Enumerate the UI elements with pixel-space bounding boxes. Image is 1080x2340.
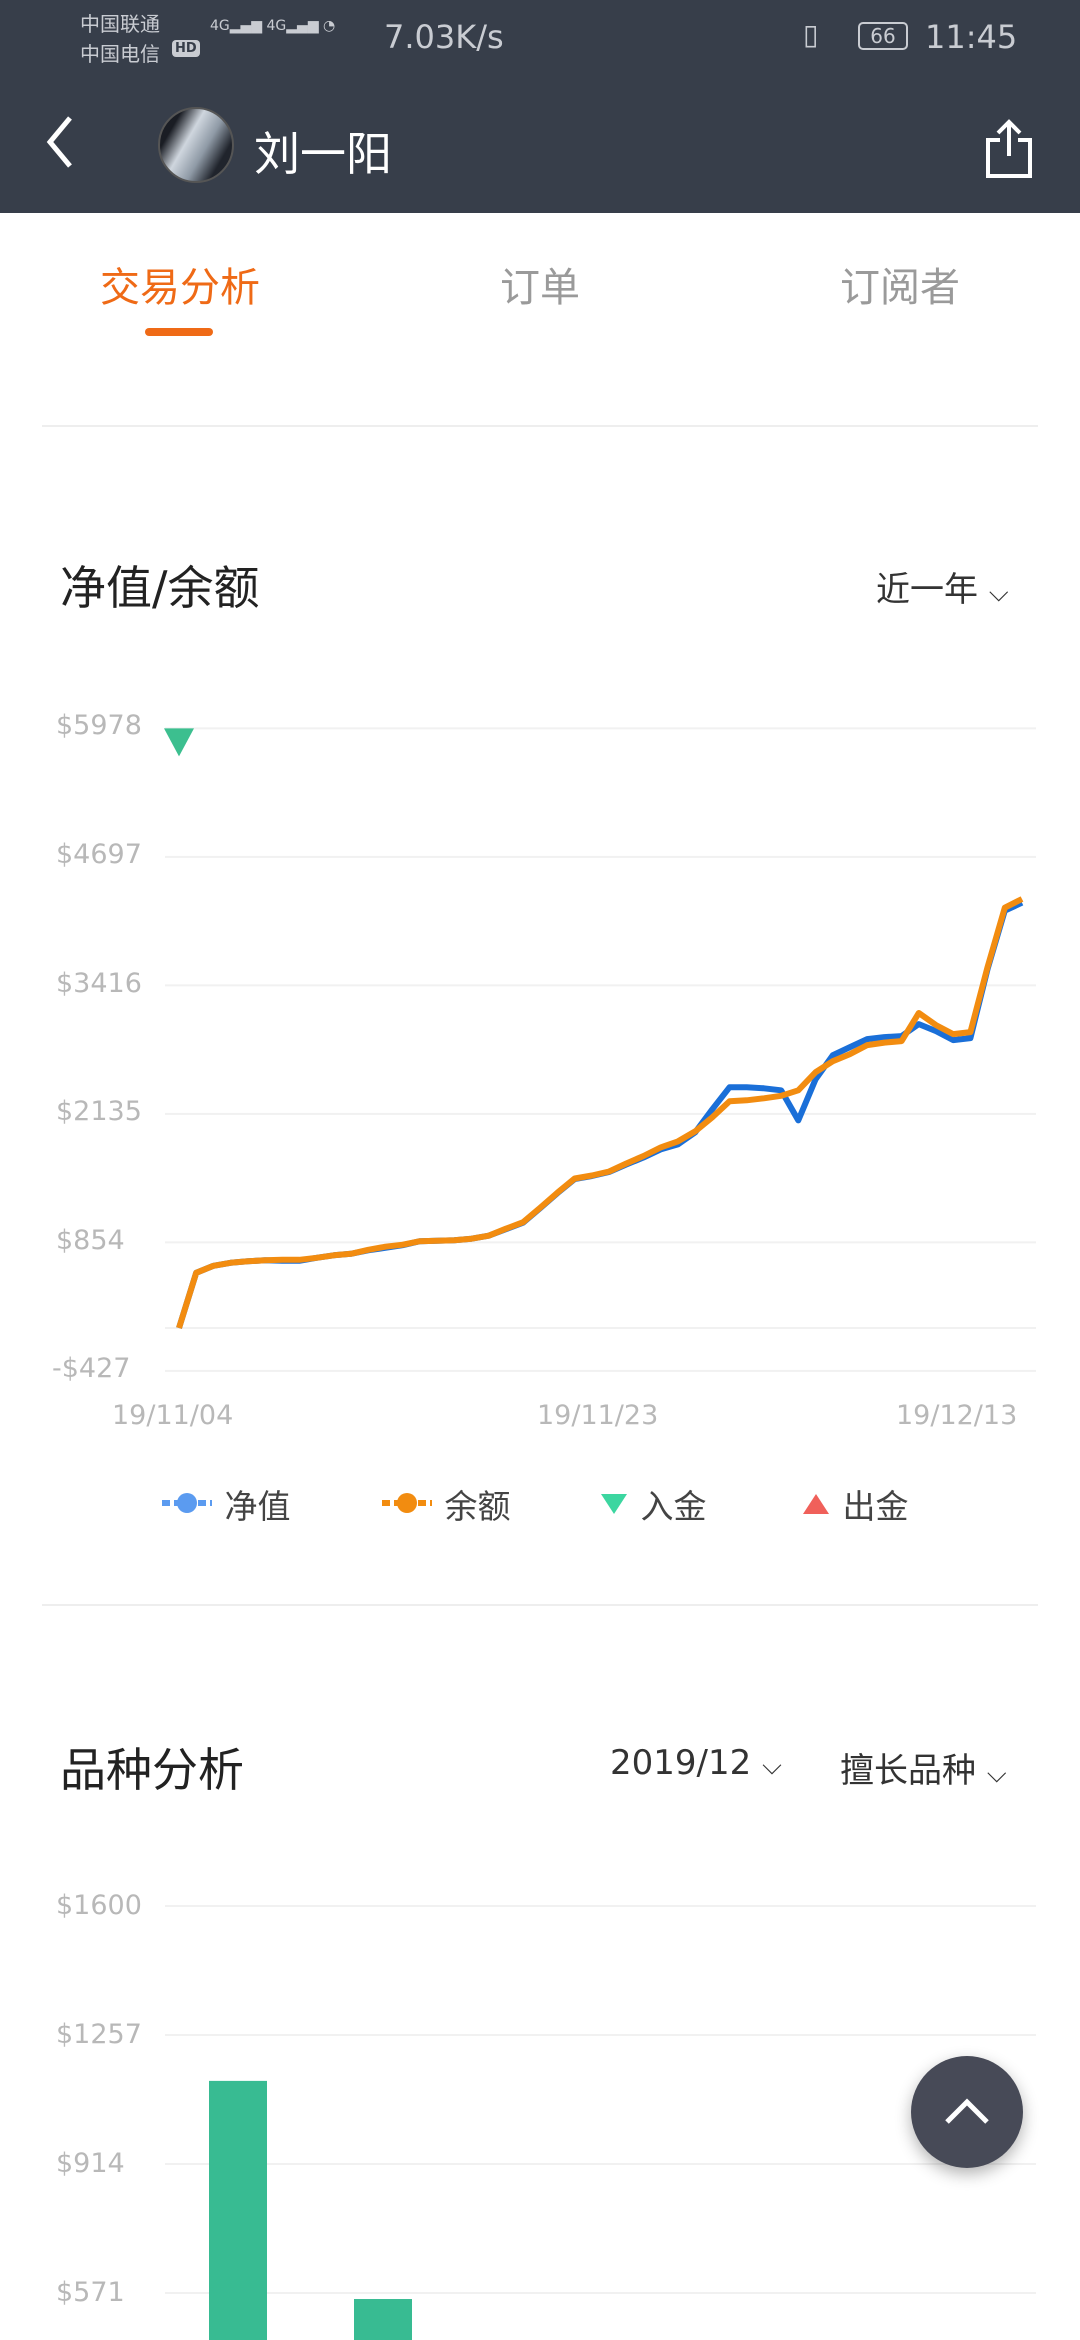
bar bbox=[209, 2080, 267, 2340]
legend-balance-label: 余额 bbox=[444, 1487, 511, 1526]
bar bbox=[354, 2299, 412, 2340]
share-button[interactable] bbox=[984, 118, 1034, 180]
chevron-up-icon bbox=[945, 2098, 989, 2124]
signal-label-2: 4G bbox=[266, 18, 287, 34]
chevron-down-icon: ⌵ bbox=[988, 578, 1009, 608]
chevron-left-icon bbox=[46, 116, 72, 168]
chevron-down-icon: ⌵ bbox=[986, 1759, 1007, 1789]
signal-icon: 4G▂▄▆ 4G▂▄▆ ◔ bbox=[210, 18, 336, 34]
chevron-down-icon: ⌵ bbox=[762, 1751, 782, 1781]
y-tick-label: $1257 bbox=[56, 2019, 142, 2050]
range-dropdown[interactable]: 近一年 ⌵ bbox=[876, 562, 1009, 611]
x-tick-label: 19/11/04 bbox=[112, 1400, 234, 1431]
tab-orders[interactable]: 订单 bbox=[500, 265, 580, 311]
net-value-line bbox=[176, 899, 1024, 1329]
balance-line bbox=[176, 896, 1024, 1329]
share-icon bbox=[986, 119, 1032, 178]
y-tick-label: $571 bbox=[56, 2277, 125, 2308]
net-balance-title: 净值/余额 bbox=[60, 561, 260, 615]
carrier-1: 中国联通 bbox=[80, 12, 160, 36]
y-tick-label: $4697 bbox=[56, 839, 142, 870]
battery-indicator: 66 bbox=[858, 22, 908, 50]
back-button[interactable] bbox=[40, 112, 80, 172]
net-line-dot-icon bbox=[162, 1493, 212, 1513]
y-tick-label: $2135 bbox=[56, 1096, 142, 1127]
triangle-up-icon bbox=[803, 1494, 829, 1514]
month-dropdown-label: 2019/12 bbox=[610, 1743, 752, 1783]
x-tick-label: 19/12/13 bbox=[896, 1400, 1018, 1431]
legend-withdrawal-label: 出金 bbox=[842, 1487, 909, 1526]
legend-withdrawal[interactable]: 出金 bbox=[800, 1480, 909, 1528]
variety-type-dropdown-label: 擅长品种 bbox=[840, 1751, 976, 1791]
legend-net[interactable]: 净值 bbox=[160, 1480, 291, 1528]
y-tick-label: $5978 bbox=[56, 710, 142, 741]
y-tick-label: $1600 bbox=[56, 1890, 142, 1921]
legend-net-label: 净值 bbox=[224, 1487, 291, 1526]
y-tick-label: -$427 bbox=[52, 1353, 131, 1384]
legend-balance[interactable]: 余额 bbox=[380, 1480, 511, 1528]
avatar[interactable] bbox=[158, 107, 234, 183]
deposit-marker bbox=[164, 728, 194, 757]
balance-line-dot-icon bbox=[382, 1493, 432, 1513]
carrier-2: 中国电信 bbox=[80, 42, 160, 66]
vibrate-icon: ▯ bbox=[803, 18, 819, 51]
signal-label: 4G bbox=[210, 18, 230, 34]
divider bbox=[42, 425, 1038, 427]
legend-deposit-label: 入金 bbox=[640, 1487, 707, 1526]
y-tick-label: $3416 bbox=[56, 968, 142, 999]
variety-type-dropdown[interactable]: 擅长品种 ⌵ bbox=[840, 1743, 1007, 1792]
hd-badge: HD bbox=[172, 40, 200, 57]
month-dropdown[interactable]: 2019/12 ⌵ bbox=[610, 1743, 782, 1783]
divider bbox=[42, 1604, 1038, 1606]
x-tick-label: 19/11/23 bbox=[537, 1400, 659, 1431]
variety-title: 品种分析 bbox=[60, 1743, 244, 1797]
tab-subscribers[interactable]: 订阅者 bbox=[840, 265, 960, 311]
app-header bbox=[0, 0, 1080, 213]
active-tab-indicator bbox=[145, 328, 213, 336]
net-speed: 7.03K/s bbox=[384, 18, 504, 56]
user-name: 刘一阳 bbox=[254, 127, 392, 181]
clock: 11:45 bbox=[925, 18, 1018, 56]
legend-deposit[interactable]: 入金 bbox=[598, 1480, 707, 1528]
range-dropdown-label: 近一年 bbox=[876, 570, 978, 610]
triangle-down-icon bbox=[601, 1494, 627, 1514]
tab-trade-analysis[interactable]: 交易分析 bbox=[100, 265, 260, 311]
y-tick-label: $854 bbox=[56, 1225, 125, 1256]
scroll-to-top-button[interactable] bbox=[911, 2056, 1023, 2168]
y-tick-label: $914 bbox=[56, 2148, 125, 2179]
